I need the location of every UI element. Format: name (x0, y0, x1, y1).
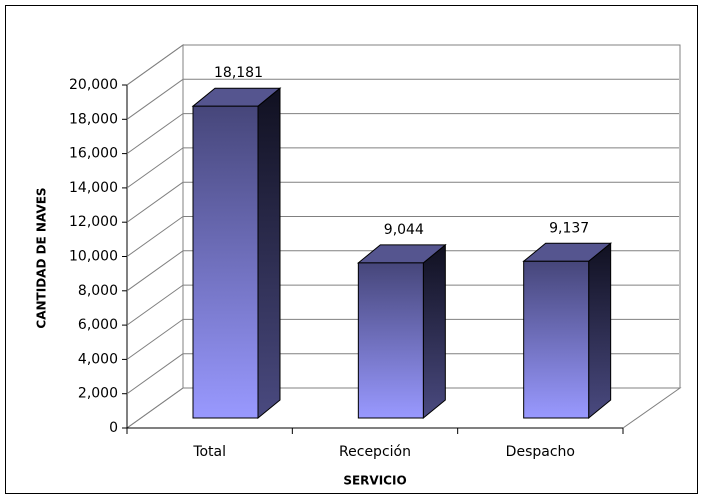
value-label: 9,137 (549, 220, 589, 236)
bar-side (588, 242, 612, 420)
y-tick-label: 14,000 (69, 180, 118, 196)
grid-line (126, 318, 184, 360)
value-label: 18,181 (214, 65, 263, 81)
y-tick-label: 8,000 (78, 283, 118, 299)
y-tick-label: 0 (109, 420, 118, 436)
x-tick-label: Recepción (339, 444, 411, 460)
grid-line (126, 284, 184, 326)
grid-line (126, 113, 184, 155)
y-tick-label: 12,000 (69, 214, 118, 230)
y-tick-label: 4,000 (78, 351, 118, 367)
bar (357, 262, 424, 419)
bar-side (257, 87, 281, 420)
grid-line (126, 353, 184, 395)
grid-line (126, 181, 184, 223)
grid-line (126, 216, 184, 257)
y-tick-label: 18,000 (69, 111, 118, 127)
x-tick-label: Despacho (506, 444, 575, 460)
x-axis-title: SERVICIO (343, 474, 406, 488)
y-tick-label: 16,000 (69, 146, 118, 162)
grid-line (126, 147, 184, 189)
bar (192, 105, 259, 419)
value-label: 9,044 (384, 222, 424, 238)
y-tick-label: 10,000 (69, 249, 118, 265)
grid-line (126, 44, 184, 86)
bar (523, 260, 590, 419)
grid-line (126, 78, 184, 120)
bar-side (422, 243, 446, 420)
x-tick-label: Total (192, 444, 226, 460)
y-tick-label: 6,000 (78, 317, 118, 333)
y-tick-label: 2,000 (78, 386, 118, 402)
y-axis-title: CANTIDAD DE NAVES (35, 187, 49, 328)
grid-line (126, 250, 184, 292)
y-tick-label: 20,000 (69, 77, 118, 93)
